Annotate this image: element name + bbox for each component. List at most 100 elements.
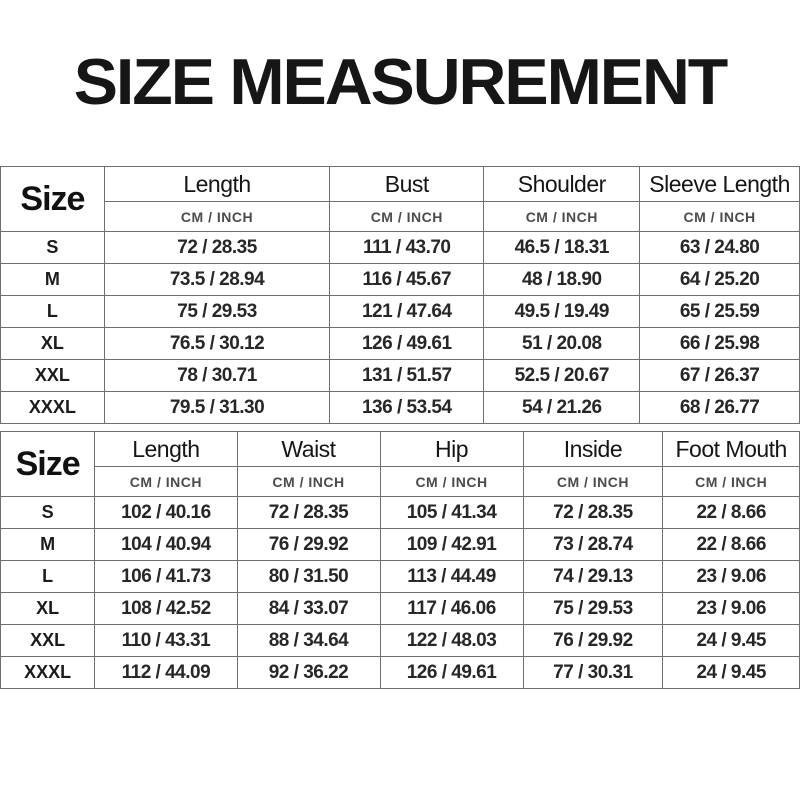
measurement-cell: 80 / 31.50 xyxy=(236,560,381,593)
unit-header: CM / INCH xyxy=(379,466,524,497)
measurement-cell: 79.5 / 31.30 xyxy=(103,391,331,424)
measurement-cell: 76 / 29.92 xyxy=(236,528,381,561)
measurement-cell: 54 / 21.26 xyxy=(483,391,641,424)
measurement-cell: 65 / 25.59 xyxy=(639,295,800,328)
measurement-cell: 111 / 43.70 xyxy=(329,231,485,264)
table-row: XXXL 112 / 44.09 92 / 36.22 126 / 49.61 77 /… xyxy=(0,656,800,689)
column-header-inside: Inside xyxy=(522,431,664,467)
measurement-cell: 72 / 28.35 xyxy=(236,496,381,529)
table-row: S 72 / 28.35 111 / 43.70 46.5 / 18.31 63 / 2… xyxy=(0,231,800,264)
measurement-cell: 126 / 49.61 xyxy=(379,656,524,689)
size-label: XXXL xyxy=(0,656,96,689)
column-header-shoulder: Shoulder xyxy=(483,166,641,202)
measurement-cell: 76.5 / 30.12 xyxy=(103,327,331,360)
measurement-cell: 63 / 24.80 xyxy=(639,231,800,264)
measurement-cell: 104 / 40.94 xyxy=(94,528,238,561)
measurement-cell: 22 / 8.66 xyxy=(662,528,800,561)
measurement-cell: 72 / 28.35 xyxy=(522,496,664,529)
measurement-cell: 72 / 28.35 xyxy=(103,231,331,264)
size-label: L xyxy=(0,560,96,593)
measurement-cell: 49.5 / 19.49 xyxy=(483,295,641,328)
measurement-cell: 102 / 40.16 xyxy=(94,496,238,529)
measurement-cell: 46.5 / 18.31 xyxy=(483,231,641,264)
measurement-cell: 105 / 41.34 xyxy=(379,496,524,529)
measurement-cell: 51 / 20.08 xyxy=(483,327,641,360)
measurement-cell: 109 / 42.91 xyxy=(379,528,524,561)
unit-header: CM / INCH xyxy=(329,201,485,232)
size-label: XL xyxy=(0,592,96,625)
measurement-cell: 48 / 18.90 xyxy=(483,263,641,296)
size-label: XL xyxy=(0,327,105,360)
table-row: XXL 110 / 43.31 88 / 34.64 122 / 48.03 76 / … xyxy=(0,624,800,657)
size-label: M xyxy=(0,263,105,296)
measurement-cell: 75 / 29.53 xyxy=(522,592,664,625)
size-label: XXXL xyxy=(0,391,105,424)
bottoms-size-table: Size Length Waist Hip Inside Foot Mouth CM / I… xyxy=(0,431,800,689)
measurement-cell: 112 / 44.09 xyxy=(94,656,238,689)
measurement-cell: 64 / 25.20 xyxy=(639,263,800,296)
measurement-cell: 67 / 26.37 xyxy=(639,359,800,392)
unit-header: CM / INCH xyxy=(236,466,381,497)
measurement-cell: 122 / 48.03 xyxy=(379,624,524,657)
measurement-cell: 24 / 9.45 xyxy=(662,656,800,689)
measurement-cell: 108 / 42.52 xyxy=(94,592,238,625)
measurement-cell: 73.5 / 28.94 xyxy=(103,263,331,296)
column-header-bust: Bust xyxy=(329,166,485,202)
measurement-cell: 73 / 28.74 xyxy=(522,528,664,561)
table-row: S 102 / 40.16 72 / 28.35 105 / 41.34 72 / 28… xyxy=(0,496,800,529)
table-row: M 104 / 40.94 76 / 29.92 109 / 42.91 73 / 28… xyxy=(0,528,800,561)
measurement-cell: 66 / 25.98 xyxy=(639,327,800,360)
column-header-hip: Hip xyxy=(379,431,524,467)
measurement-cell: 113 / 44.49 xyxy=(379,560,524,593)
measurement-cell: 75 / 29.53 xyxy=(103,295,331,328)
measurement-cell: 23 / 9.06 xyxy=(662,560,800,593)
size-label: XXL xyxy=(0,359,105,392)
header-row: Size Length Bust Shoulder Sleeve Length xyxy=(0,166,800,232)
table-row: XXL 78 / 30.71 131 / 51.57 52.5 / 20.67 67 /… xyxy=(0,359,800,392)
measurement-cell: 77 / 30.31 xyxy=(522,656,664,689)
unit-header: CM / INCH xyxy=(103,201,331,232)
column-header-length: Length xyxy=(94,431,238,467)
unit-header: CM / INCH xyxy=(483,201,641,232)
measurement-cell: 136 / 53.54 xyxy=(329,391,485,424)
measurement-cell: 131 / 51.57 xyxy=(329,359,485,392)
unit-header-row: CM / INCH CM / INCH CM / INCH CM / INCH xyxy=(1,201,800,232)
page-title: SIZE MEASUREMENT xyxy=(73,45,729,118)
table-row: XL 108 / 42.52 84 / 33.07 117 / 46.06 75 / 2… xyxy=(0,592,800,625)
size-label: S xyxy=(0,496,96,529)
size-label: L xyxy=(0,295,105,328)
measurement-cell: 78 / 30.71 xyxy=(103,359,331,392)
header-row: Size Length Waist Hip Inside Foot Mouth xyxy=(0,431,800,497)
size-column-header: Size xyxy=(0,166,105,232)
column-header-foot-mouth: Foot Mouth xyxy=(662,431,800,467)
measurement-cell: 74 / 29.13 xyxy=(522,560,664,593)
unit-header-row: CM / INCH CM / INCH CM / INCH CM / INCH CM /… xyxy=(1,466,800,497)
table-row: L 75 / 29.53 121 / 47.64 49.5 / 19.49 65 / 2… xyxy=(0,295,800,328)
column-header-length: Length xyxy=(103,166,331,202)
measurement-cell: 84 / 33.07 xyxy=(236,592,381,625)
tops-size-table: Size Length Bust Shoulder Sleeve Length CM / … xyxy=(0,166,800,424)
measurement-cell: 121 / 47.64 xyxy=(329,295,485,328)
unit-header: CM / INCH xyxy=(662,466,800,497)
measurement-cell: 110 / 43.31 xyxy=(94,624,238,657)
measurement-cell: 116 / 45.67 xyxy=(329,263,485,296)
measurement-cell: 126 / 49.61 xyxy=(329,327,485,360)
measurement-cell: 106 / 41.73 xyxy=(94,560,238,593)
size-label: M xyxy=(0,528,96,561)
measurement-cell: 23 / 9.06 xyxy=(662,592,800,625)
unit-header: CM / INCH xyxy=(522,466,664,497)
measurement-cell: 117 / 46.06 xyxy=(379,592,524,625)
table-row: XXXL 79.5 / 31.30 136 / 53.54 54 / 21.26 68 … xyxy=(0,391,800,424)
column-header-sleeve-length: Sleeve Length xyxy=(639,166,800,202)
measurement-cell: 92 / 36.22 xyxy=(236,656,381,689)
size-label: S xyxy=(0,231,105,264)
table-row: XL 76.5 / 30.12 126 / 49.61 51 / 20.08 66 / … xyxy=(0,327,800,360)
measurement-cell: 76 / 29.92 xyxy=(522,624,664,657)
measurement-cell: 88 / 34.64 xyxy=(236,624,381,657)
measurement-cell: 22 / 8.66 xyxy=(662,496,800,529)
size-column-header: Size xyxy=(0,431,96,497)
size-label: XXL xyxy=(0,624,96,657)
unit-header: CM / INCH xyxy=(94,466,238,497)
measurement-cell: 52.5 / 20.67 xyxy=(483,359,641,392)
